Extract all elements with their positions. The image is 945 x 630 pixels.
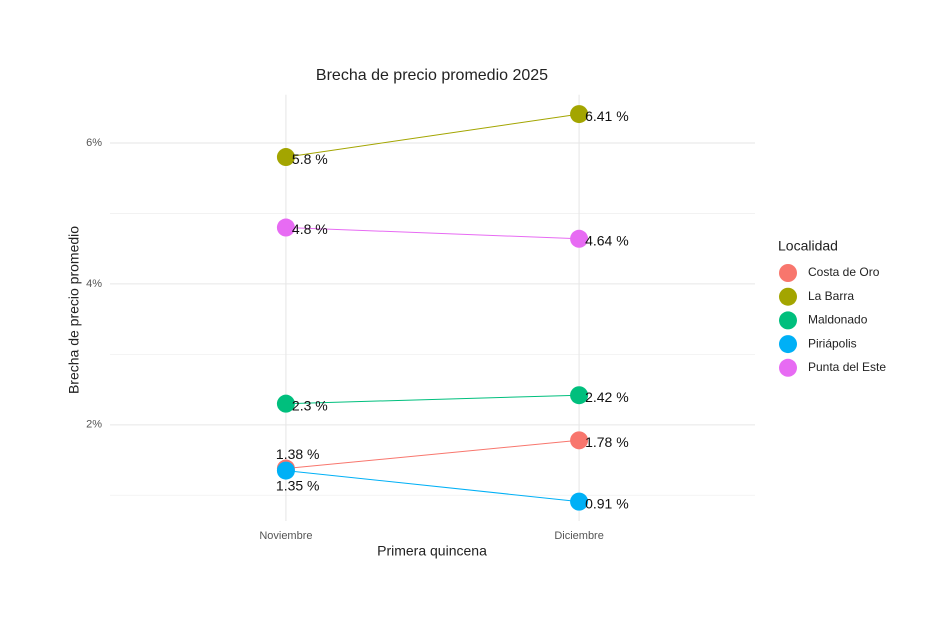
data-label: 4.8 % — [292, 221, 328, 237]
legend-key — [779, 358, 797, 377]
data-label: 2.3 % — [292, 397, 328, 413]
legend-title: Localidad — [778, 238, 838, 254]
legend-key — [779, 287, 797, 306]
legend-label: Maldonado — [808, 313, 868, 327]
point — [570, 386, 589, 405]
series-line — [285, 470, 580, 503]
data-label: 5.8 % — [292, 151, 328, 167]
x-tick-label: Noviembre — [259, 530, 312, 542]
point — [276, 218, 295, 237]
legend-label: Costa de Oro — [808, 265, 880, 279]
legend-label: Piriápolis — [808, 336, 857, 350]
y-tick-label: 6% — [86, 137, 102, 149]
x-axis-title: Primera quincena — [377, 543, 487, 559]
data-label: 6.41 % — [585, 108, 629, 124]
data-label: 0.91 % — [585, 495, 629, 511]
point — [276, 148, 295, 167]
legend-label: Punta del Este — [808, 360, 886, 374]
y-tick-label: 4% — [86, 278, 102, 290]
point — [570, 431, 589, 450]
series-line — [285, 394, 580, 405]
point — [276, 461, 295, 480]
chart-title: Brecha de precio promedio 2025 — [316, 67, 548, 84]
legend-label: La Barra — [808, 289, 854, 303]
series-line — [285, 439, 580, 469]
x-tick-label: Diciembre — [554, 530, 604, 542]
series-line — [285, 227, 580, 240]
y-tick-label: 2% — [86, 419, 102, 431]
y-axis-title: Brecha de precio promedio — [66, 226, 82, 394]
data-label: 4.64 % — [585, 232, 629, 248]
point — [570, 105, 589, 124]
legend-key — [779, 311, 797, 330]
data-label: 1.38 % — [276, 446, 320, 462]
legend-key — [779, 264, 797, 282]
point — [570, 492, 589, 511]
data-label: 1.78 % — [585, 434, 629, 450]
legend-key — [779, 335, 797, 354]
point — [276, 394, 295, 413]
series-line — [285, 113, 580, 158]
data-label: 2.42 % — [585, 389, 629, 405]
point — [570, 229, 589, 248]
data-label: 1.35 % — [276, 477, 320, 493]
